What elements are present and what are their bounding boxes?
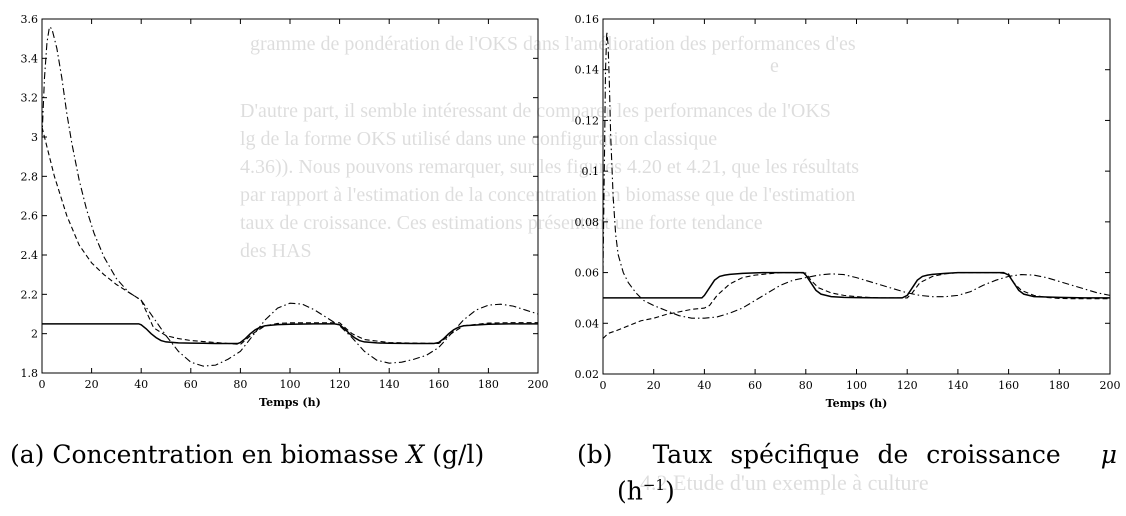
series-line-dashed [42,127,538,346]
growth-rate-chart: 0 20 40 60 80 100 120 140 160 180 200 0.02 0.04 0.06 0… [575,13,1121,410]
x-axis-label: Temps (h) [826,397,888,410]
plot-frame [41,18,539,374]
x-tick-label: 60 [184,378,198,391]
biomass-concentration-chart: 0 20 40 60 80 100 120 140 160 180 200 1.8 2 2.2 2.4 2.6… [21,13,549,409]
y-tick-label: 3.4 [21,52,39,65]
x-tick-label: 160 [428,378,449,391]
y-tick-label: 2 [31,328,38,341]
caption-a-unit: (g/l) [432,440,485,469]
x-tick-label: 160 [998,379,1019,392]
x-tick-label: 140 [379,378,400,391]
x-tick-label: 40 [697,379,711,392]
caption-a-label: (a) [10,440,45,469]
y-tick-label: 3.2 [21,92,39,105]
x-tick-label: 40 [134,378,148,391]
y-tick-label: 2.8 [21,170,39,183]
caption-a-symbol: X [406,440,425,469]
caption-b: (b) Taux spécifique de croissance μ (h−1… [577,440,1117,506]
y-tick-label: 0.14 [575,64,600,77]
x-tick-label: 120 [897,379,918,392]
caption-b-symbol: μ [1100,440,1117,469]
y-tick-label: 0.16 [575,13,600,26]
caption-a-text: Concentration en biomasse [52,440,399,469]
caption-b-unit-open: (h [617,476,643,506]
y-tick-label: 2.6 [21,210,39,223]
y-tick-label: 0.12 [575,114,600,127]
x-tick-label: 20 [647,379,661,392]
series-line-solid [42,323,538,345]
x-tick-label: 0 [600,379,607,392]
y-tick-label: 0.1 [582,165,600,178]
x-tick-label: 120 [329,378,350,391]
y-tick-label: 1.8 [21,367,39,380]
caption-b-unit-sup: −1 [642,476,665,494]
y-tick-label: 0.08 [575,216,600,229]
y-tick-label: 3.6 [21,13,39,26]
x-tick-label: 0 [39,378,46,391]
y-tick-label: 0.06 [575,267,600,280]
series-line-dashdot [603,31,1110,319]
x-tick-label: 100 [846,379,867,392]
x-tick-label: 20 [85,378,99,391]
x-axis-label: Temps (h) [259,396,321,409]
x-tick-label: 60 [748,379,762,392]
x-tick-label: 180 [478,378,499,391]
y-tick-label: 2.4 [21,249,39,262]
caption-b-unit-close: ) [664,476,675,506]
y-tick-label: 0.02 [575,368,600,381]
series-line-dashdot [42,25,538,367]
caption-b-text: Taux spécifique de croissance [652,440,1061,469]
caption-b-label: (b) [577,440,613,469]
x-tick-label: 80 [233,378,247,391]
x-tick-label: 140 [947,379,968,392]
y-tick-label: 0.04 [575,317,600,330]
y-tick-label: 3 [31,131,38,144]
x-tick-label: 180 [1049,379,1070,392]
series-line-dashed [603,272,1110,339]
x-tick-label: 200 [1100,379,1121,392]
x-tick-label: 100 [280,378,301,391]
x-tick-label: 80 [799,379,813,392]
plot-frame [602,18,1111,375]
y-tick-label: 2.2 [21,288,39,301]
series-line-solid [603,271,1110,299]
x-tick-label: 200 [528,378,549,391]
caption-a: (a) Concentration en biomasse X (g/l) [10,440,484,470]
